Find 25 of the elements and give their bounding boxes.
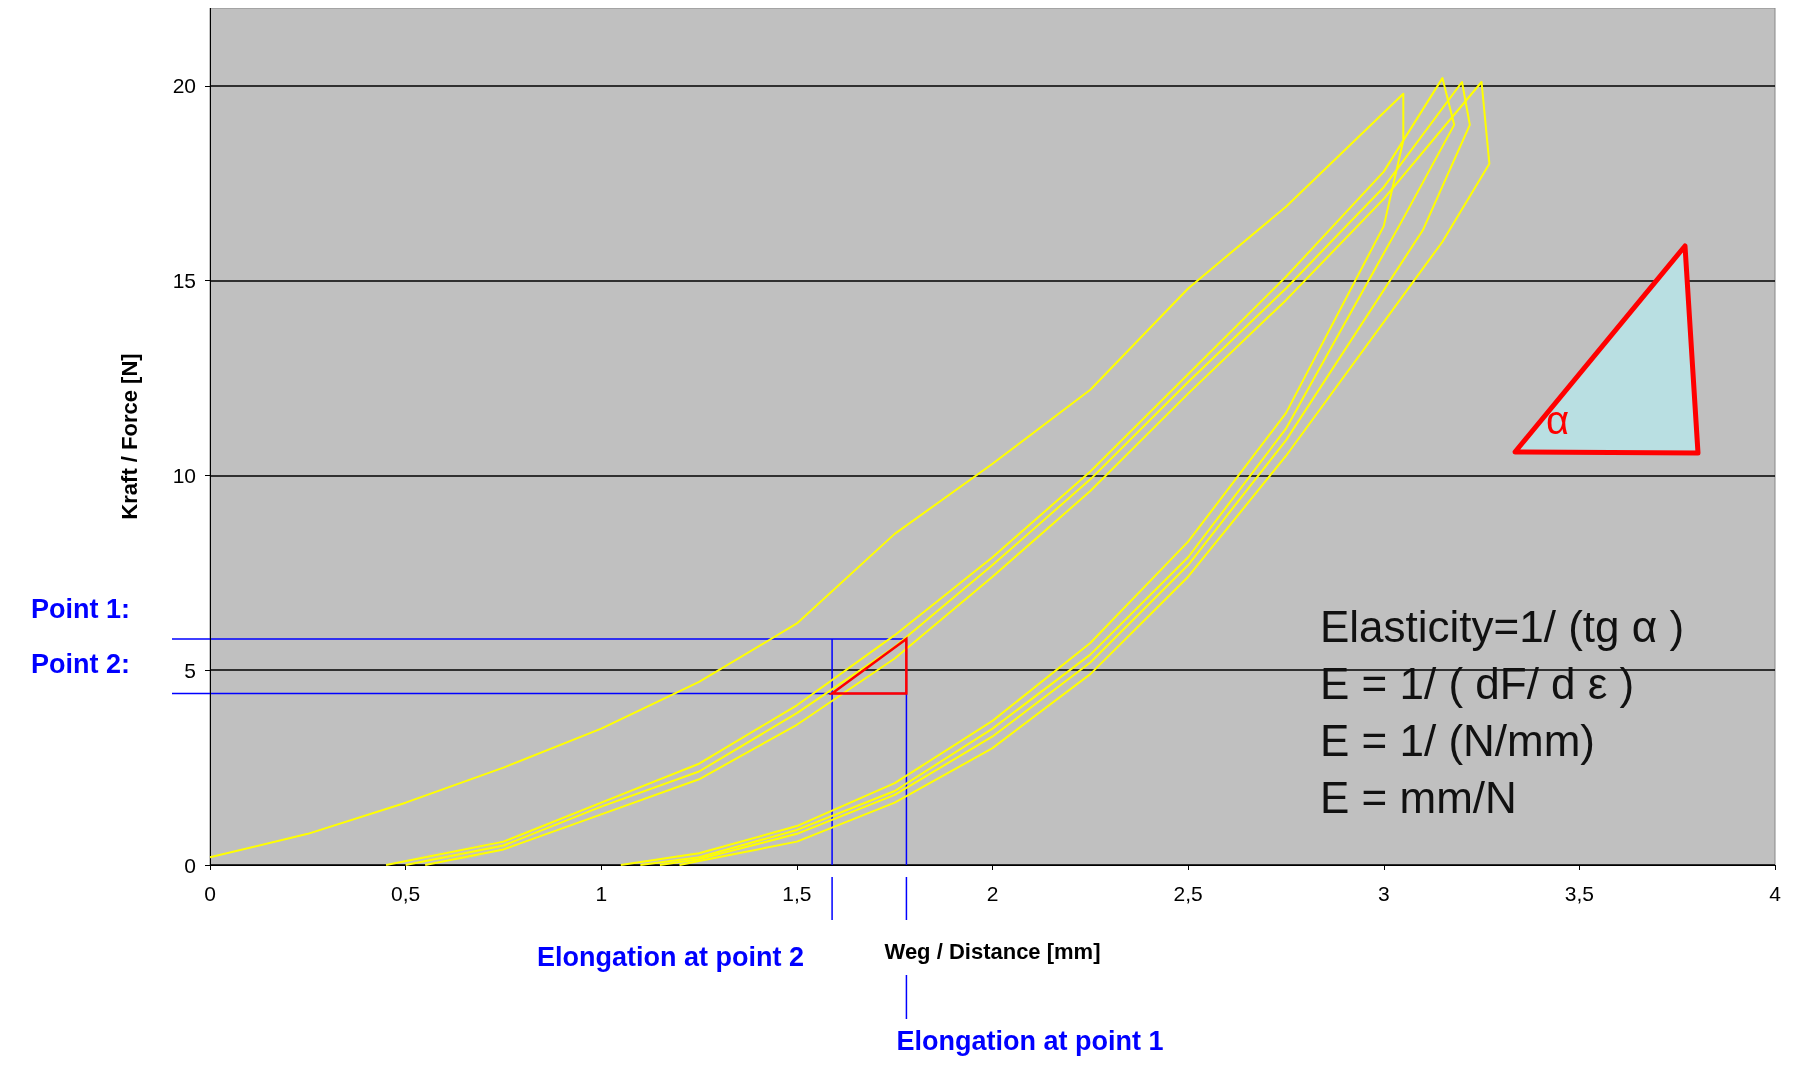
x-tick-label: 4 xyxy=(1769,882,1782,905)
y-axis-title: Kraft / Force [N] xyxy=(116,353,142,520)
annotation: E = 1/ ( dF/ d ε ) xyxy=(1320,658,1636,710)
ref-line-label: Elongation at point 2 xyxy=(537,942,805,972)
y-tick-label: 20 xyxy=(172,74,196,98)
x-tick-label: 1,5 xyxy=(782,882,812,905)
x-tick-label: 0 xyxy=(204,882,216,905)
x-tick-label: 2,5 xyxy=(1173,882,1203,905)
y-tick-label: 5 xyxy=(184,658,196,682)
x-tick-label: 3,5 xyxy=(1564,882,1594,905)
annotation: E = mm/N xyxy=(1320,772,1518,824)
legend-label: Elongation at point 1 xyxy=(896,1026,1164,1056)
annotation: α xyxy=(1546,398,1570,442)
x-tick-label: 1 xyxy=(595,882,608,905)
y-tick-label: 0 xyxy=(184,853,196,877)
x-tick-label: 0,5 xyxy=(391,882,421,905)
ref-line-label: Point 1: xyxy=(31,594,130,625)
ref-line-label: Point 2: xyxy=(31,648,130,679)
y-tick-label: 15 xyxy=(172,269,196,293)
y-tick-label: 10 xyxy=(172,463,196,487)
annotation: E = 1/ (N/mm) xyxy=(1320,715,1597,767)
x-tick-label: 3 xyxy=(1377,882,1390,905)
annotation: Elasticity=1/ (tg α ) xyxy=(1320,601,1685,653)
x-tick-label: 2 xyxy=(986,882,999,905)
x-axis-title: Weg / Distance [mm] xyxy=(884,938,1101,964)
